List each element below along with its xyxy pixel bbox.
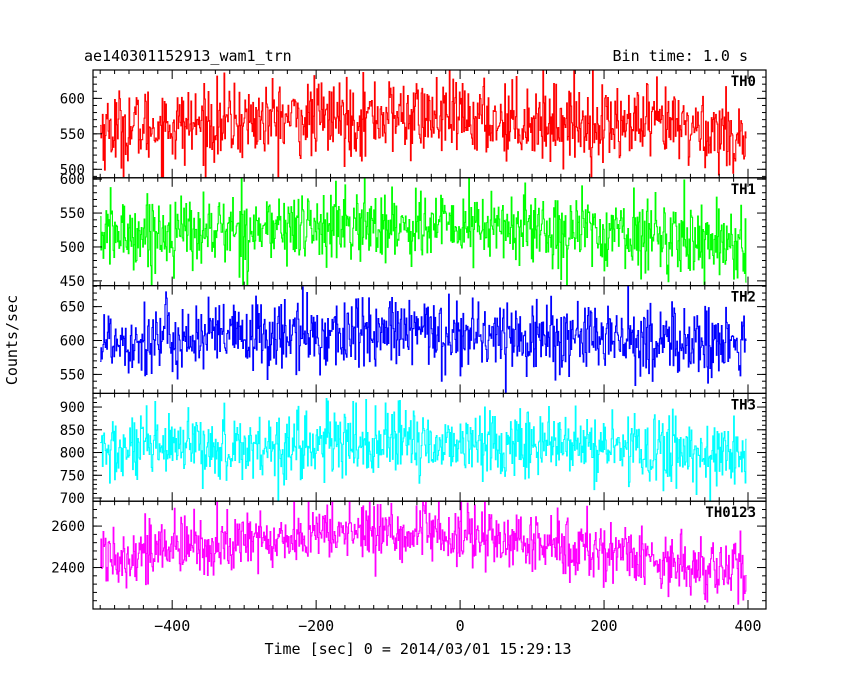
x-axis-label: Time [sec] 0 = 2014/03/01 15:29:13 bbox=[264, 640, 571, 658]
y-tick-label: 2600 bbox=[51, 519, 85, 535]
x-tick-label: 200 bbox=[591, 617, 618, 635]
y-tick-label: 650 bbox=[60, 300, 85, 316]
y-tick-label: 600 bbox=[60, 91, 85, 107]
panel-th0123: 2400 2600 TH0123 bbox=[51, 500, 767, 610]
y-tick-label: 750 bbox=[60, 468, 85, 484]
series-line-th3 bbox=[100, 397, 747, 502]
panel-frame-th0123 bbox=[92, 500, 767, 610]
panel-th2: 550 600 650 TH2 bbox=[60, 285, 767, 395]
y-tick-label: 550 bbox=[60, 127, 85, 143]
chart-title: ae140301152913_wam1_trn bbox=[84, 47, 292, 65]
y-tick-label: 450 bbox=[60, 274, 85, 290]
y-tick-label: 600 bbox=[60, 334, 85, 350]
x-tick-label: −200 bbox=[298, 617, 334, 635]
bin-time-label: Bin time: 1.0 s bbox=[613, 47, 748, 65]
x-tick-label: 400 bbox=[734, 617, 761, 635]
y-tick-label: 500 bbox=[60, 240, 85, 256]
y-tick-label: 800 bbox=[60, 446, 85, 462]
panel-th1: 450 500 550 600 TH1 bbox=[60, 172, 767, 290]
series-line-th2 bbox=[100, 285, 747, 394]
y-tick-label: 2400 bbox=[51, 561, 85, 577]
x-tick-label: 0 bbox=[456, 617, 465, 635]
series-name-th3: TH3 bbox=[731, 397, 756, 413]
y-tick-label: 550 bbox=[60, 367, 85, 383]
y-tick-label: 600 bbox=[60, 172, 85, 188]
y-tick-label: 850 bbox=[60, 423, 85, 439]
y-tick-label: 550 bbox=[60, 206, 85, 222]
y-tick-label: 700 bbox=[60, 491, 85, 507]
panel-th3: 700 750 800 850 900 TH3 bbox=[60, 392, 767, 507]
series-name-th2: TH2 bbox=[731, 290, 756, 306]
series-name-th0: TH0 bbox=[731, 74, 756, 90]
x-tick-label: −400 bbox=[154, 617, 190, 635]
series-line-th1 bbox=[100, 177, 747, 286]
y-axis-label: Counts/sec bbox=[3, 295, 21, 385]
series-line-th0 bbox=[100, 70, 747, 178]
series-name-th0123: TH0123 bbox=[705, 505, 756, 521]
series-name-th1: TH1 bbox=[731, 182, 756, 198]
y-tick-label: 900 bbox=[60, 400, 85, 416]
series-line-th0123 bbox=[100, 501, 747, 605]
panels: 500 550 600 TH0 450 500 550 600 TH1 550 600 650 TH2 7… bbox=[51, 69, 767, 635]
panel-th0: 500 550 600 TH0 bbox=[60, 69, 767, 179]
y-tick-label: 500 bbox=[60, 162, 85, 178]
